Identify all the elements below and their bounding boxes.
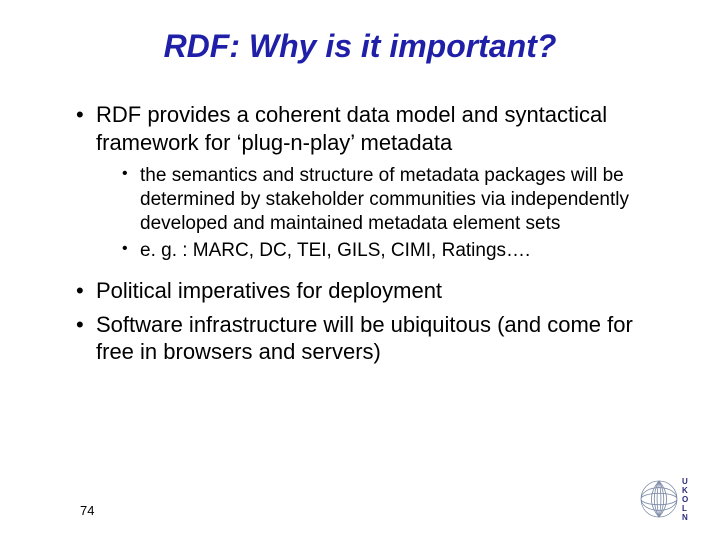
ukoln-logo: U K O L N bbox=[640, 476, 694, 522]
slide-title: RDF: Why is it important? bbox=[50, 28, 670, 65]
bullet-level1: RDF provides a coherent data model and s… bbox=[76, 101, 670, 156]
bullet-level2: e. g. : MARC, DC, TEI, GILS, CIMI, Ratin… bbox=[122, 239, 670, 263]
bullet-level1: Political imperatives for deployment bbox=[76, 277, 670, 305]
logo-letter-row: N bbox=[682, 513, 694, 522]
bullet-level1: Software infrastructure will be ubiquito… bbox=[76, 311, 670, 366]
slide: RDF: Why is it important? RDF provides a… bbox=[0, 0, 720, 540]
logo-text: U K O L N bbox=[682, 477, 694, 522]
sub-bullet-group: the semantics and structure of metadata … bbox=[50, 164, 670, 263]
page-number: 74 bbox=[80, 503, 94, 518]
bullet-level2: the semantics and structure of metadata … bbox=[122, 164, 670, 235]
logo-shell-icon bbox=[640, 480, 678, 518]
logo-letter-row: O L bbox=[682, 495, 694, 513]
logo-letter-row: U K bbox=[682, 477, 694, 495]
